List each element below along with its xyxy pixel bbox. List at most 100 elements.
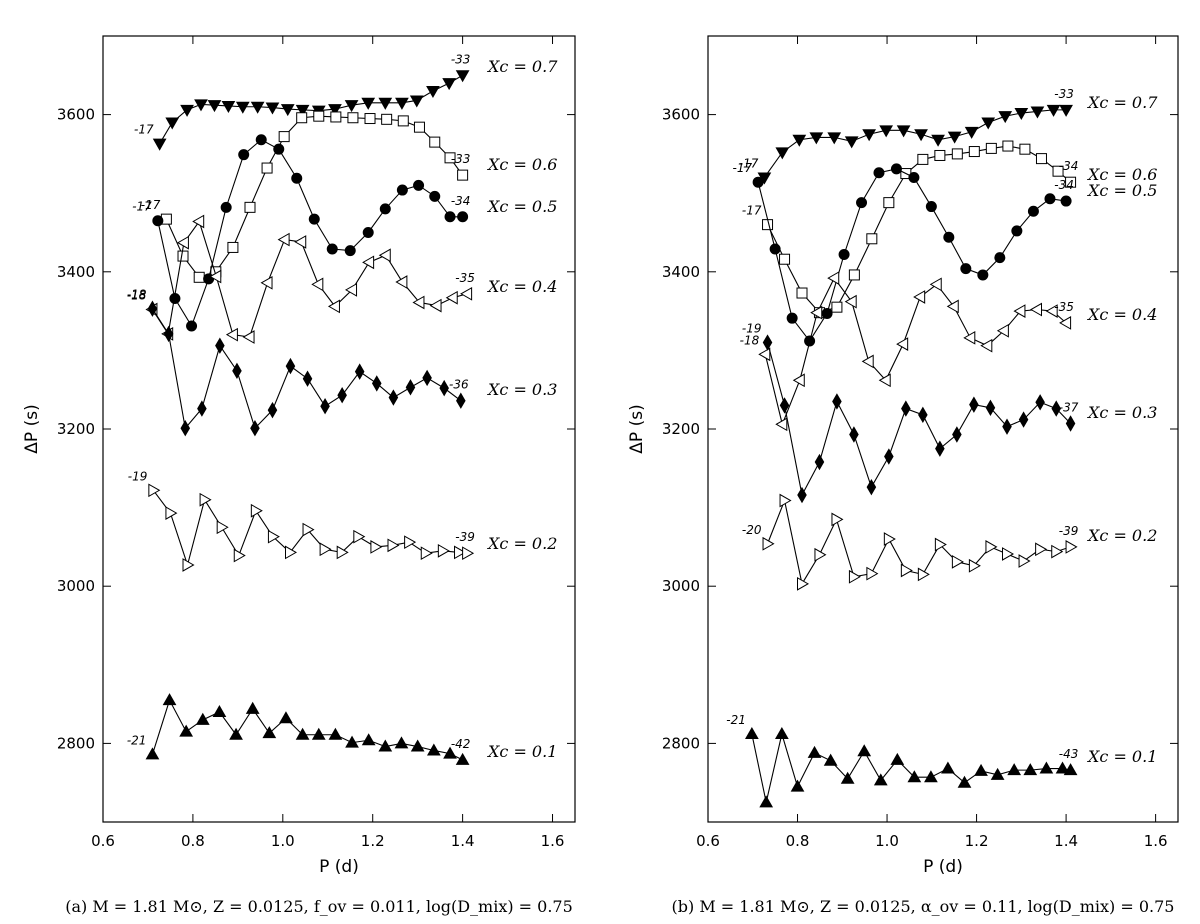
data-point xyxy=(302,522,315,537)
data-point xyxy=(294,235,307,249)
data-point xyxy=(250,503,263,518)
data-point xyxy=(883,197,895,209)
data-point xyxy=(823,753,838,766)
series-line xyxy=(157,139,463,328)
start-mode-label: -18 xyxy=(740,333,760,347)
series-line xyxy=(159,74,463,144)
data-point xyxy=(1029,302,1042,317)
data-point xyxy=(311,727,326,740)
data-point xyxy=(862,129,877,142)
data-point xyxy=(1065,176,1077,188)
data-point xyxy=(848,569,861,584)
series-0.4: -18 -35 Xc = 0.4 xyxy=(740,271,1157,432)
data-point xyxy=(943,231,955,243)
data-point xyxy=(941,761,955,774)
data-point xyxy=(908,171,920,183)
data-point xyxy=(797,576,810,591)
data-point xyxy=(951,148,963,160)
data-point xyxy=(947,131,962,144)
data-point xyxy=(861,354,874,369)
data-point xyxy=(775,147,790,160)
data-point xyxy=(370,540,383,554)
series-line xyxy=(763,109,1067,178)
data-point xyxy=(985,540,998,554)
series-0.3: -18 -36 Xc = 0.3 xyxy=(127,288,557,437)
data-point xyxy=(180,104,194,117)
data-point xyxy=(429,298,442,313)
data-point xyxy=(827,132,842,145)
data-point xyxy=(279,711,293,724)
data-point xyxy=(445,290,458,305)
x-axis-title: P (d) xyxy=(923,857,963,877)
data-point xyxy=(1019,143,1031,155)
data-point xyxy=(985,399,996,416)
data-point xyxy=(291,172,303,184)
data-point xyxy=(387,538,400,553)
end-mode-label: -39 xyxy=(455,530,475,544)
series-label: Xc = 0.7 xyxy=(1086,93,1158,112)
x-tick-label: 0.6 xyxy=(696,832,720,850)
series-label: Xc = 0.6 xyxy=(1086,165,1157,184)
data-point xyxy=(964,126,979,139)
data-point xyxy=(745,726,759,739)
data-point xyxy=(1052,165,1064,177)
start-mode-label: -19 xyxy=(128,469,148,483)
data-point xyxy=(890,752,905,765)
data-point xyxy=(260,275,273,290)
y-tick-label: 3000 xyxy=(57,577,95,595)
data-point xyxy=(413,179,425,191)
data-point xyxy=(1065,415,1076,432)
data-point xyxy=(977,269,989,281)
x-tick-label: 1.6 xyxy=(541,832,565,850)
data-point xyxy=(179,724,194,737)
data-point xyxy=(426,743,441,756)
data-point xyxy=(969,396,979,413)
data-point xyxy=(996,323,1009,338)
data-point xyxy=(444,211,456,223)
data-point xyxy=(420,546,433,561)
data-point xyxy=(148,483,161,498)
start-mode-label: -19 xyxy=(742,322,762,336)
data-point xyxy=(848,269,860,281)
data-point xyxy=(426,86,440,99)
data-point xyxy=(457,211,469,223)
data-point xyxy=(345,283,358,297)
series-label: Xc = 0.6 xyxy=(486,155,557,174)
data-point xyxy=(814,547,827,562)
data-point xyxy=(209,269,222,284)
data-point xyxy=(409,95,424,108)
data-point xyxy=(442,78,456,91)
data-point xyxy=(215,337,225,354)
data-point xyxy=(232,362,242,380)
y-tick-label: 2800 xyxy=(57,734,95,752)
x-tick-label: 1.0 xyxy=(875,832,899,850)
data-point xyxy=(444,152,456,164)
data-point xyxy=(277,232,290,247)
data-point xyxy=(758,347,771,362)
series-line xyxy=(767,145,1071,314)
panel-b: 0.6 0.8 1.0 1.2 1.4 1.6 2800 3000 3200 3400 3600 P … xyxy=(627,35,1179,916)
data-point xyxy=(429,136,441,148)
data-point xyxy=(925,201,937,213)
series-label: Xc = 0.3 xyxy=(486,380,557,399)
x-tick-label: 1.2 xyxy=(361,832,385,850)
data-point xyxy=(810,305,823,320)
data-point xyxy=(267,529,280,544)
y-tick-label: 3400 xyxy=(662,263,700,281)
data-point xyxy=(242,330,255,344)
data-point xyxy=(844,136,859,149)
data-point xyxy=(1018,554,1031,568)
data-point xyxy=(1039,761,1054,774)
start-mode-label: -21 xyxy=(127,733,147,747)
data-point xyxy=(404,535,417,550)
data-point xyxy=(413,121,425,133)
series-line xyxy=(757,168,1067,342)
data-point xyxy=(884,448,894,465)
series-line xyxy=(751,731,1071,803)
series-label: Xc = 0.1 xyxy=(1086,747,1157,766)
series-label: Xc = 0.4 xyxy=(486,277,557,296)
data-point xyxy=(437,543,450,558)
data-point xyxy=(429,190,441,202)
end-mode-label: -39 xyxy=(1059,524,1079,538)
